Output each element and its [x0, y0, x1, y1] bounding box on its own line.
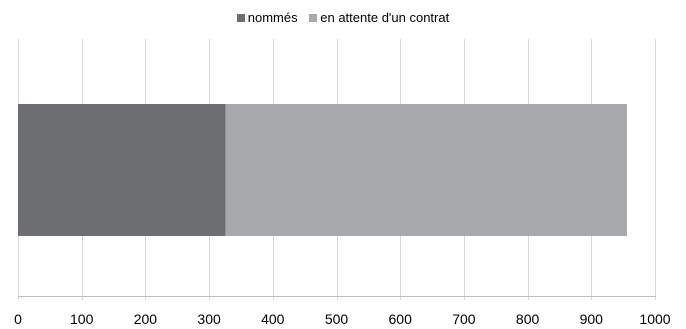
x-tick-label-900: 900 [580, 311, 604, 327]
x-axis-ticks: 0 100 200 300 400 500 600 700 800 900 1000 [14, 311, 671, 327]
legend-item-en-attente: en attente d'un contrat [309, 10, 449, 26]
x-tick-label-1000: 1000 [639, 311, 670, 327]
x-tick-label-100: 100 [70, 311, 94, 327]
x-tick-label-600: 600 [389, 311, 413, 327]
x-tick-label-200: 200 [134, 311, 158, 327]
legend-swatch-nommes [236, 14, 245, 22]
bar-segment-nommes [18, 104, 226, 236]
chart-legend: nommés en attente d'un contrat [0, 10, 686, 26]
bar-segment-en-attente [225, 104, 627, 236]
x-tick-label-700: 700 [452, 311, 476, 327]
bars [18, 104, 627, 236]
legend-item-nommes: nommés [236, 10, 298, 26]
legend-label-nommes: nommés [247, 10, 298, 25]
x-tick-label-0: 0 [14, 311, 22, 327]
x-tick-label-300: 300 [197, 311, 221, 327]
legend-swatch-en-attente [309, 14, 318, 22]
x-tick-label-400: 400 [261, 311, 285, 327]
legend-label-en-attente: en attente d'un contrat [320, 10, 450, 25]
x-tick-label-800: 800 [516, 311, 540, 327]
x-tick-label-500: 500 [325, 311, 349, 327]
